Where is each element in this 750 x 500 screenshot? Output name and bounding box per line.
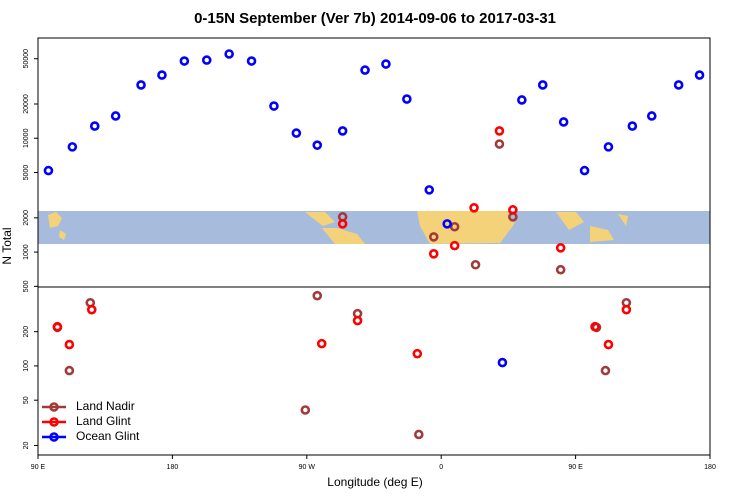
point <box>316 338 327 349</box>
point <box>673 80 684 90</box>
point <box>442 219 452 229</box>
point <box>52 321 63 332</box>
x-tick-label: 0 <box>439 464 443 471</box>
point <box>300 405 311 415</box>
point <box>352 315 363 326</box>
y-tick-label: 100 <box>23 360 30 372</box>
point <box>494 139 505 149</box>
legend-label: Land Glint <box>76 414 131 428</box>
x-axis-label: Longitude (deg E) <box>327 475 422 489</box>
point <box>558 117 569 127</box>
x-tick-label: 90 E <box>568 464 583 471</box>
point <box>579 165 590 176</box>
point <box>337 126 348 136</box>
y-tick-label: 2000 <box>23 210 30 226</box>
y-tick-label: 50000 <box>23 49 30 69</box>
legend-marker <box>49 417 59 427</box>
point <box>497 357 508 368</box>
y-tick-label: 500 <box>23 280 30 292</box>
point <box>646 111 657 121</box>
y-tick-label: 200 <box>23 326 30 338</box>
y-tick-label: 50 <box>23 396 30 404</box>
point <box>64 365 75 376</box>
point <box>312 290 323 301</box>
point <box>413 429 424 440</box>
x-tick-label: 180 <box>167 464 179 471</box>
point <box>412 348 423 359</box>
point <box>291 128 302 138</box>
point <box>590 321 600 332</box>
point <box>470 259 481 270</box>
point <box>555 243 566 253</box>
legend-marker <box>49 402 59 412</box>
point <box>627 121 638 131</box>
point <box>157 70 167 80</box>
point <box>494 126 505 136</box>
point <box>224 49 234 59</box>
legend-marker <box>49 432 59 442</box>
x-tick-label: 180 <box>704 464 716 471</box>
y-tick-label: 5000 <box>23 165 30 181</box>
plot-frame <box>37 37 711 456</box>
point <box>110 111 121 121</box>
point <box>555 264 566 275</box>
point <box>517 95 527 105</box>
point <box>179 56 190 66</box>
point <box>621 304 632 315</box>
point <box>246 56 257 66</box>
y-tick-label: 20000 <box>23 94 30 114</box>
point <box>449 240 460 251</box>
y-tick-label: 1000 <box>23 244 30 260</box>
point <box>86 304 97 315</box>
y-axis-label: N Total <box>0 227 14 264</box>
point <box>67 142 78 152</box>
point <box>508 205 518 215</box>
point <box>603 142 614 152</box>
point <box>424 185 435 195</box>
point <box>64 339 75 350</box>
legend-label: Land Nadir <box>76 399 135 413</box>
point <box>694 70 705 80</box>
point <box>360 65 370 75</box>
y-tick-label: 20 <box>23 441 30 449</box>
point <box>43 165 54 176</box>
point <box>381 59 391 69</box>
point <box>269 101 279 111</box>
point <box>600 365 611 376</box>
point <box>136 80 146 90</box>
map-strip <box>38 211 710 244</box>
point <box>201 55 212 65</box>
point <box>449 221 460 232</box>
chart-title: 0-15N September (Ver 7b) 2014-09-06 to 2… <box>194 10 556 27</box>
point <box>402 94 412 104</box>
x-tick-label: 90 W <box>299 464 316 471</box>
point <box>89 121 100 131</box>
point <box>603 339 614 350</box>
point <box>537 80 548 90</box>
point <box>312 140 323 150</box>
point <box>428 232 439 242</box>
legend-label: Ocean Glint <box>76 429 140 443</box>
point <box>469 202 479 213</box>
point <box>428 249 439 259</box>
y-tick-label: 10000 <box>23 128 30 148</box>
point <box>337 219 348 229</box>
x-tick-label: 90 E <box>31 464 46 471</box>
